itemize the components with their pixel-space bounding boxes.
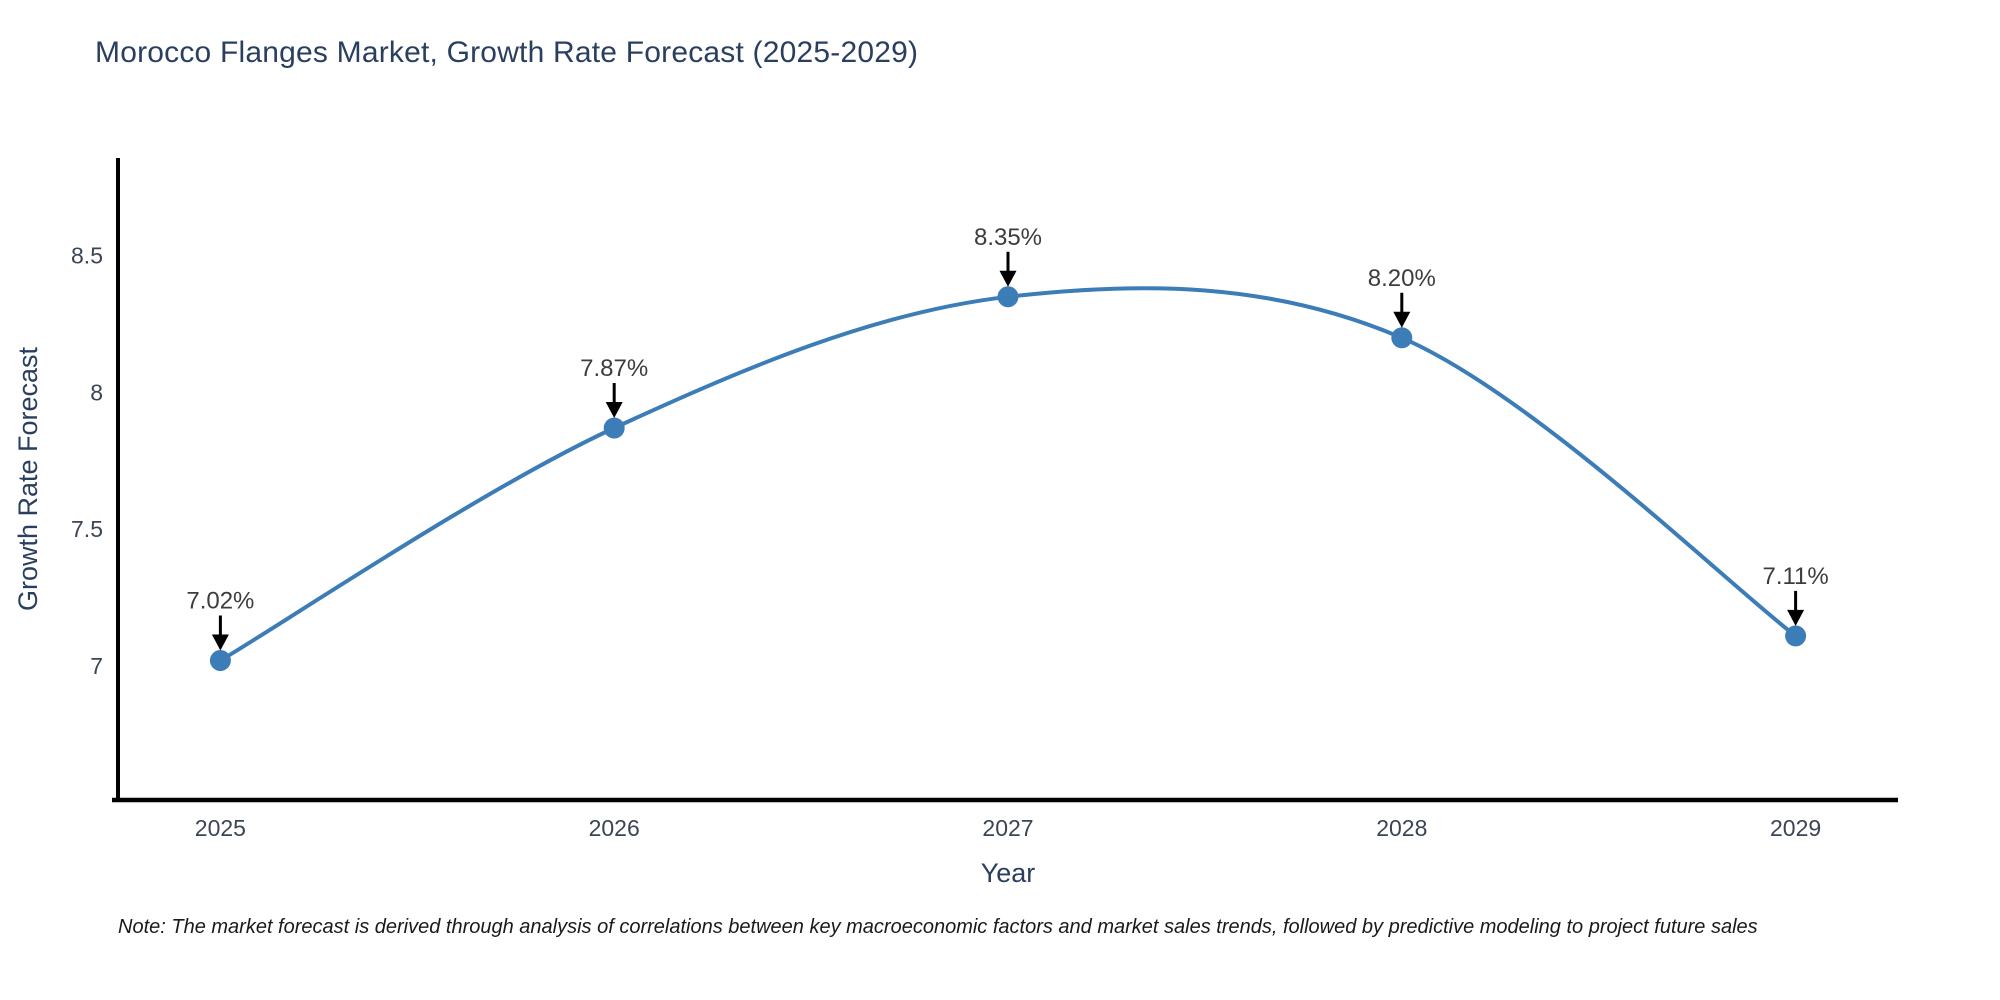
data-point-2027 xyxy=(997,286,1019,308)
x-tick-label-2028: 2028 xyxy=(1376,815,1427,841)
chart-title: Morocco Flanges Market, Growth Rate Fore… xyxy=(95,36,919,69)
annotation-arrow-head-2025 xyxy=(211,634,229,651)
point-label-2028: 8.20% xyxy=(1368,265,1436,292)
y-tick-label-7: 7 xyxy=(90,653,103,679)
point-label-2026: 7.87% xyxy=(580,355,648,382)
point-label-2027: 8.35% xyxy=(974,224,1042,251)
x-axis-title: Year xyxy=(980,858,1036,888)
annotation-arrow-head-2029 xyxy=(1787,609,1805,626)
point-label-2029: 7.11% xyxy=(1762,563,1828,590)
y-tick-label-8: 8 xyxy=(90,379,103,405)
x-tick-label-2029: 2029 xyxy=(1770,815,1821,841)
growth-rate-line xyxy=(218,286,1798,663)
data-point-2025 xyxy=(209,650,231,672)
data-point-2029 xyxy=(1785,625,1807,647)
point-label-2025: 7.02% xyxy=(186,588,254,615)
annotation-arrow-head-2026 xyxy=(605,402,623,419)
data-point-2028 xyxy=(1391,327,1413,349)
x-tick-label-2025: 2025 xyxy=(195,815,246,841)
footnote: Note: The market forecast is derived thr… xyxy=(118,916,1758,938)
x-tick-label-2026: 2026 xyxy=(589,815,640,841)
data-point-2026 xyxy=(603,417,625,439)
annotation-arrow-head-2028 xyxy=(1393,311,1411,328)
x-tick-label-2027: 2027 xyxy=(982,815,1033,841)
y-tick-label-7.5: 7.5 xyxy=(71,516,103,542)
y-tick-label-8.5: 8.5 xyxy=(71,243,103,269)
annotation-arrow-head-2027 xyxy=(999,270,1017,287)
